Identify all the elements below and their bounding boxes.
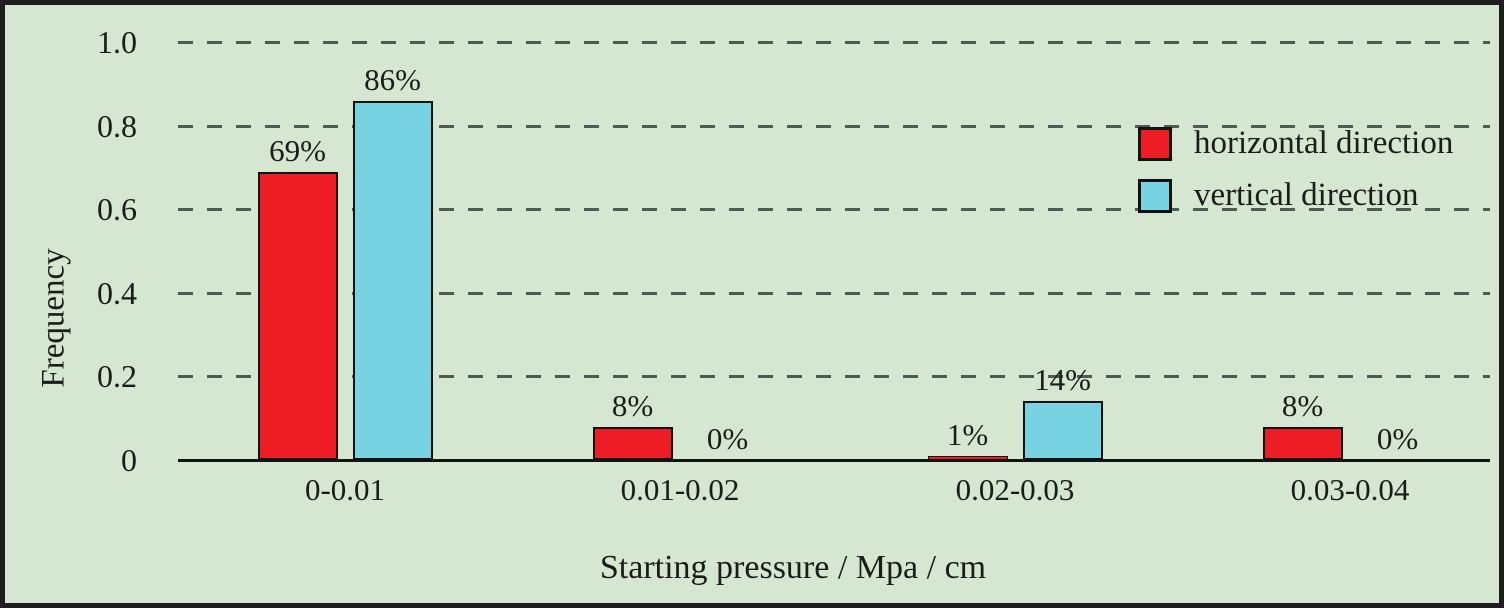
gridline <box>178 41 1490 44</box>
bar-horizontal <box>592 427 673 460</box>
gridline <box>178 208 1490 212</box>
y-tick-label: 0 <box>121 442 137 478</box>
legend-item-horizontal: horizontal direction <box>1138 126 1453 161</box>
bar-value-label: 14% <box>1034 362 1091 397</box>
gridline <box>178 375 1490 379</box>
x-axis-title: Starting pressure / Mpa / cm <box>599 549 987 586</box>
legend-swatch-vertical-icon <box>1138 178 1172 213</box>
y-tick-label: 0.2 <box>97 358 137 395</box>
category-label: 0.01-0.02 <box>620 472 740 507</box>
x-axis-line <box>178 459 1490 462</box>
bar-value-label: 8% <box>1281 388 1324 423</box>
legend: horizontal direction vertical direction <box>1138 126 1453 230</box>
bar-vertical <box>1022 401 1103 460</box>
y-tick-label: 0.6 <box>97 191 137 228</box>
bar-horizontal <box>257 172 338 460</box>
bar-horizontal <box>1262 427 1343 460</box>
bar-value-label: 69% <box>269 133 326 168</box>
bar-vertical <box>352 101 433 460</box>
gridline <box>178 124 1490 128</box>
category-label: 0.02-0.03 <box>955 472 1075 507</box>
bar-horizontal <box>927 456 1008 460</box>
legend-swatch-horizontal-icon <box>1138 126 1172 161</box>
bar-value-label: 86% <box>364 62 421 97</box>
category-label: 0-0.01 <box>304 472 386 507</box>
y-tick-label: 0.8 <box>97 107 137 144</box>
bar-value-label: 1% <box>946 417 989 452</box>
bar-value-label: 0% <box>706 421 749 456</box>
bar-value-label: 8% <box>611 388 654 423</box>
y-tick-label: 0.4 <box>97 274 137 311</box>
legend-item-vertical: vertical direction <box>1138 178 1453 213</box>
legend-label-horizontal: horizontal direction <box>1194 125 1454 161</box>
y-tick-label: 1.0 <box>97 24 137 60</box>
gridline <box>178 291 1490 295</box>
bar-value-label: 0% <box>1376 421 1419 456</box>
legend-label-vertical: vertical direction <box>1194 177 1419 213</box>
category-label: 0.03-0.04 <box>1290 472 1410 507</box>
